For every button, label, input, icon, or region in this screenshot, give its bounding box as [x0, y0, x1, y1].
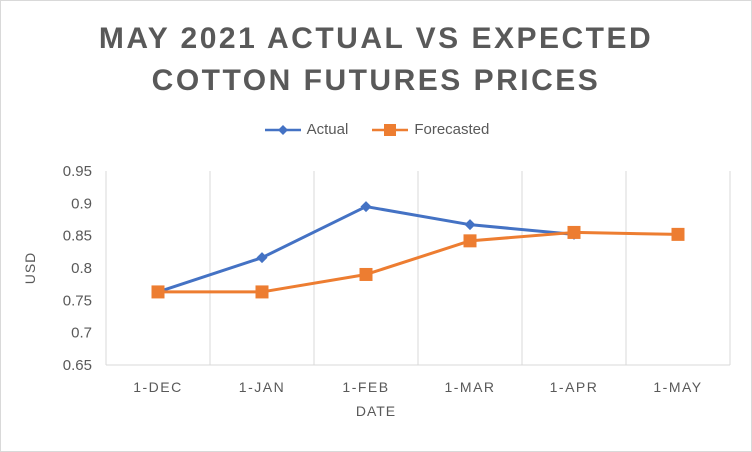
legend: Actual Forecasted	[0, 121, 752, 138]
legend-item-forecasted: Forecasted	[370, 121, 489, 138]
data-point-actual	[256, 252, 268, 264]
data-point-forecasted	[255, 285, 269, 299]
chart-title-line-2: COTTON FUTURES PRICES	[151, 64, 601, 97]
chart-title-line-1: MAY 2021 ACTUAL VS EXPECTED	[98, 22, 654, 55]
legend-item-actual: Actual	[263, 121, 349, 138]
x-axis-label: DATE	[355, 403, 397, 419]
chart-title: MAY 2021 ACTUAL VS EXPECTED COTTON FUTUR…	[0, 18, 752, 102]
x-tick-label: 1-MAR	[444, 379, 495, 395]
y-tick-label: 0.7	[71, 325, 92, 342]
legend-label-actual: Actual	[306, 121, 349, 138]
x-tick-label: 1-MAY	[653, 379, 702, 395]
legend-swatch-actual	[264, 124, 301, 135]
y-tick-label: 0.85	[63, 228, 92, 245]
x-tick-label: 1-APR	[550, 379, 599, 395]
x-tick-label: 1-JAN	[239, 379, 285, 395]
data-point-forecasted	[671, 227, 685, 241]
y-tick-label: 0.9	[71, 195, 92, 212]
series-line-forecasted	[158, 230, 679, 294]
data-point-forecasted	[151, 285, 165, 299]
data-point-actual	[464, 219, 476, 231]
y-tick-label: 0.65	[63, 357, 92, 374]
legend-swatch-forecasted	[372, 123, 409, 136]
y-tick-label: 0.8	[71, 260, 92, 277]
y-tick-label: 0.95	[63, 163, 92, 180]
y-tick-label: 0.75	[63, 292, 92, 309]
x-tick-label: 1-DEC	[133, 379, 183, 395]
data-point-forecasted	[463, 234, 477, 248]
data-point-forecasted	[359, 267, 373, 281]
data-point-forecasted	[567, 225, 581, 239]
legend-label-forecasted: Forecasted	[414, 121, 490, 138]
data-point-actual	[360, 201, 372, 213]
x-tick-label: 1-FEB	[342, 379, 389, 395]
